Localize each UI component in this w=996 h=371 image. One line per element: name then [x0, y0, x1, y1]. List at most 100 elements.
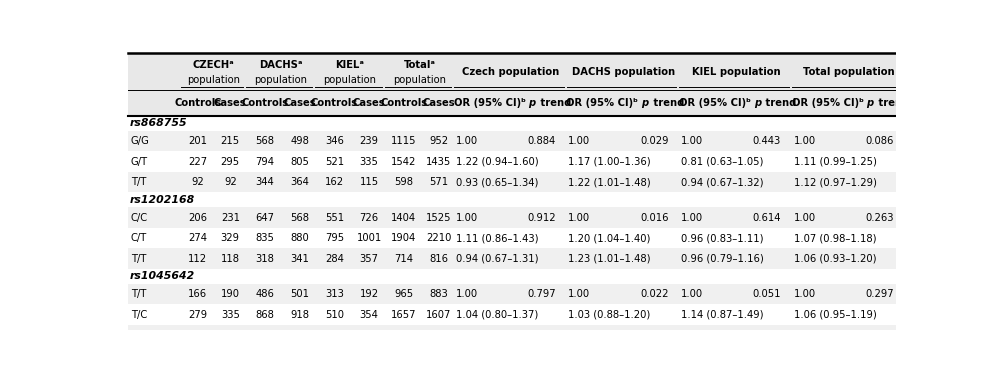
- Text: 231: 231: [221, 213, 240, 223]
- Text: 1001: 1001: [357, 233, 381, 243]
- Text: 341: 341: [290, 254, 309, 264]
- Text: C/T: C/T: [130, 233, 147, 243]
- Text: 1.00: 1.00: [794, 289, 816, 299]
- Text: KIELᵃ: KIELᵃ: [336, 60, 365, 70]
- Text: 1417: 1417: [287, 366, 313, 371]
- Text: Controls: Controls: [174, 98, 221, 108]
- Text: 1004: 1004: [322, 366, 347, 371]
- Text: A/A: A/A: [130, 366, 147, 371]
- Text: 367: 367: [290, 330, 309, 340]
- Text: 1.00: 1.00: [794, 136, 816, 146]
- Text: 659: 659: [429, 330, 448, 340]
- Text: p: p: [867, 98, 873, 108]
- Text: 0.123: 0.123: [866, 366, 894, 371]
- Text: 201: 201: [188, 136, 207, 146]
- Bar: [128, 305, 905, 325]
- Text: 965: 965: [394, 289, 413, 299]
- Text: 1525: 1525: [426, 213, 451, 223]
- Text: 284: 284: [325, 254, 344, 264]
- Text: 1.00: 1.00: [794, 213, 816, 223]
- Bar: [128, 53, 905, 116]
- Text: p: p: [754, 98, 761, 108]
- Text: 568: 568: [256, 136, 275, 146]
- Text: 726: 726: [360, 213, 378, 223]
- Text: Cases: Cases: [422, 98, 455, 108]
- Text: 2210: 2210: [426, 233, 451, 243]
- Text: 0.95 (0.68–1.32): 0.95 (0.68–1.32): [455, 330, 538, 340]
- Text: T/T: T/T: [130, 254, 146, 264]
- Text: C/C: C/C: [130, 213, 147, 223]
- Text: 1.12 (0.97–1.29): 1.12 (0.97–1.29): [794, 177, 876, 187]
- Text: population: population: [324, 75, 376, 85]
- Text: OR (95% CI)ᵇ: OR (95% CI)ᵇ: [792, 98, 864, 108]
- Text: 0.719: 0.719: [753, 366, 782, 371]
- Text: 0.709: 0.709: [528, 366, 556, 371]
- Text: 1.00: 1.00: [569, 136, 591, 146]
- Bar: [128, 193, 905, 207]
- Text: 918: 918: [290, 310, 309, 320]
- Text: 313: 313: [325, 289, 344, 299]
- Text: trend: trend: [649, 98, 684, 108]
- Text: 880: 880: [291, 233, 309, 243]
- Text: 1.11 (0.86–1.43): 1.11 (0.86–1.43): [455, 233, 538, 243]
- Text: 1435: 1435: [426, 157, 451, 167]
- Text: 131: 131: [188, 330, 207, 340]
- Text: 1.23 (1.01–1.48): 1.23 (1.01–1.48): [569, 254, 650, 264]
- Text: 0.96 (0.83–1.11): 0.96 (0.83–1.11): [681, 233, 764, 243]
- Text: 1657: 1657: [391, 310, 416, 320]
- Text: 0.912: 0.912: [528, 213, 556, 223]
- Text: 714: 714: [394, 254, 413, 264]
- Text: 952: 952: [429, 136, 448, 146]
- Text: 1404: 1404: [391, 213, 416, 223]
- Text: 1.06 (0.93–1.20): 1.06 (0.93–1.20): [794, 254, 876, 264]
- Bar: [128, 228, 905, 249]
- Text: trend: trend: [537, 98, 572, 108]
- Text: rs1045642: rs1045642: [129, 272, 195, 282]
- Text: OR (95% CI)ᵇ: OR (95% CI)ᵇ: [679, 98, 751, 108]
- Text: Czech population: Czech population: [462, 67, 559, 77]
- Text: 816: 816: [429, 254, 448, 264]
- Text: 2907: 2907: [391, 366, 416, 371]
- Text: 1.00: 1.00: [569, 289, 591, 299]
- Text: 192: 192: [360, 289, 378, 299]
- Text: 166: 166: [188, 289, 207, 299]
- Text: p: p: [529, 98, 536, 108]
- Text: 295: 295: [221, 157, 240, 167]
- Text: 0.016: 0.016: [640, 213, 668, 223]
- Text: 142: 142: [221, 330, 240, 340]
- Text: 1.22 (1.01–1.48): 1.22 (1.01–1.48): [569, 177, 651, 187]
- Text: 335: 335: [221, 310, 240, 320]
- Text: 227: 227: [188, 157, 207, 167]
- Text: 115: 115: [360, 177, 378, 187]
- Text: 150: 150: [360, 330, 378, 340]
- Text: rs1202168: rs1202168: [129, 195, 195, 205]
- Text: 0.94 (0.67–1.31): 0.94 (0.67–1.31): [455, 254, 538, 264]
- Text: 0.93 (0.65–1.34): 0.93 (0.65–1.34): [455, 177, 538, 187]
- Text: KIEL population: KIEL population: [691, 67, 780, 77]
- Bar: [128, 151, 905, 172]
- Bar: [128, 116, 905, 131]
- Text: 274: 274: [188, 233, 207, 243]
- Text: 1542: 1542: [391, 157, 416, 167]
- Text: 498: 498: [290, 136, 309, 146]
- Text: 464: 464: [221, 366, 240, 371]
- Text: 521: 521: [325, 157, 344, 167]
- Text: 447: 447: [256, 330, 275, 340]
- Text: Controls: Controls: [380, 98, 427, 108]
- Text: 0.022: 0.022: [640, 289, 668, 299]
- Text: 0.297: 0.297: [866, 289, 894, 299]
- Text: 568: 568: [290, 213, 309, 223]
- Bar: [128, 346, 905, 361]
- Text: 571: 571: [429, 177, 448, 187]
- Text: 501: 501: [290, 289, 309, 299]
- Text: 1.00: 1.00: [794, 366, 816, 371]
- Text: 1.00: 1.00: [681, 366, 703, 371]
- Bar: [128, 325, 905, 346]
- Text: 0.81 (0.63–1.05): 0.81 (0.63–1.05): [681, 157, 763, 167]
- Text: 1.00: 1.00: [455, 136, 478, 146]
- Text: Total population: Total population: [803, 67, 894, 77]
- Text: DACHS population: DACHS population: [572, 67, 674, 77]
- Text: T/T: T/T: [130, 289, 146, 299]
- Text: 364: 364: [290, 177, 309, 187]
- Text: 1904: 1904: [391, 233, 416, 243]
